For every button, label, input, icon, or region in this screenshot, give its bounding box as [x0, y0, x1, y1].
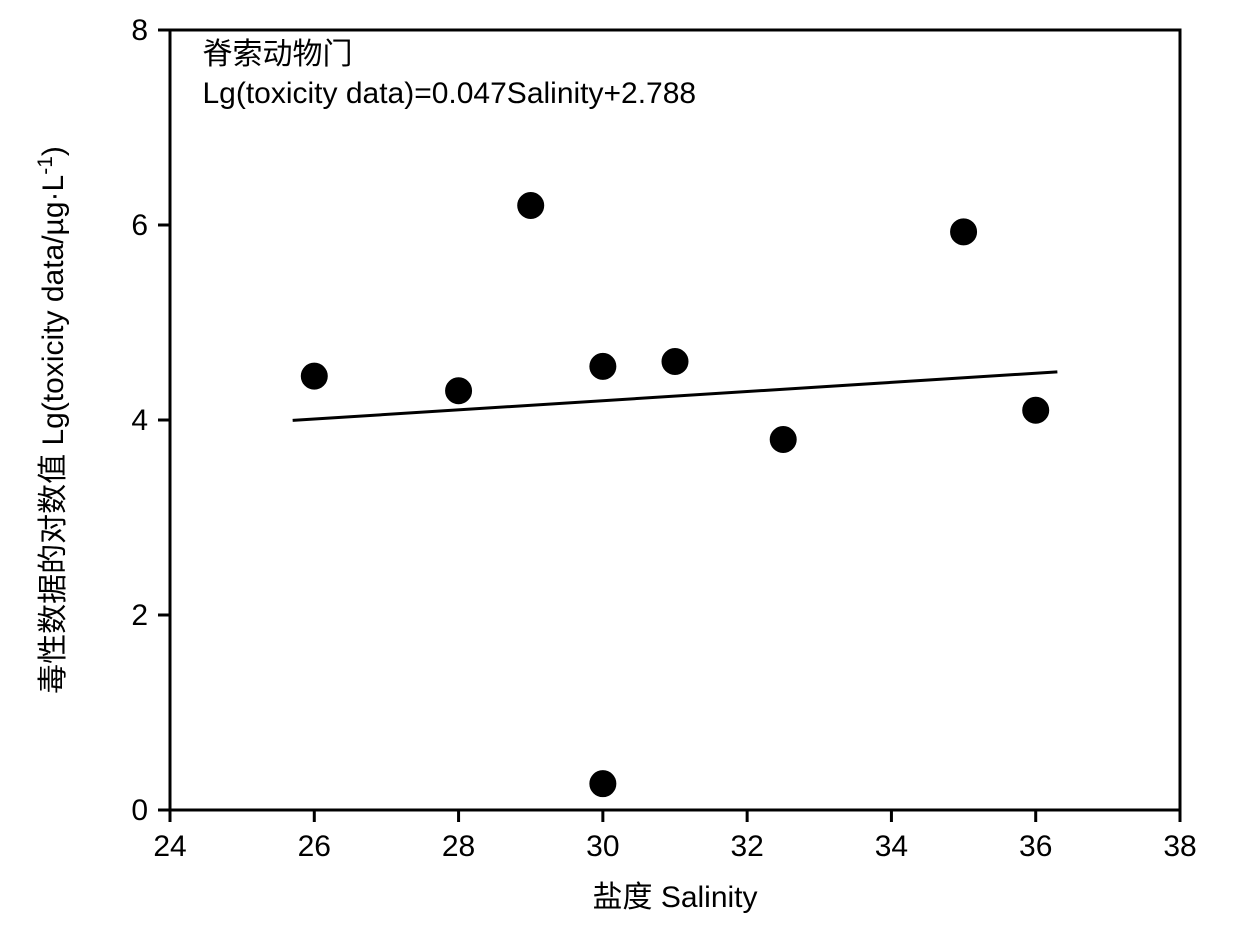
data-point — [590, 353, 616, 379]
data-point — [590, 771, 616, 797]
y-tick-label: 6 — [131, 209, 148, 242]
x-tick-label: 28 — [442, 830, 475, 863]
data-point — [662, 349, 688, 375]
data-point — [518, 193, 544, 219]
chart-container: 242628303234363802468盐度 Salinity毒性数据的对数值… — [0, 0, 1240, 946]
annotation-line-1: 脊索动物门 — [202, 38, 352, 71]
y-tick-label: 8 — [131, 14, 148, 47]
data-point — [446, 378, 472, 404]
x-tick-label: 32 — [730, 830, 763, 863]
scatter-chart: 242628303234363802468盐度 Salinity毒性数据的对数值… — [0, 0, 1240, 946]
annotation-line-2: Lg(toxicity data)=0.047Salinity+2.788 — [202, 77, 696, 110]
data-point — [770, 427, 796, 453]
x-axis-label: 盐度 Salinity — [592, 881, 757, 914]
x-tick-label: 38 — [1163, 830, 1196, 863]
y-tick-label: 2 — [131, 599, 148, 632]
x-tick-label: 24 — [153, 830, 186, 863]
data-point — [301, 363, 327, 389]
x-tick-label: 36 — [1019, 830, 1052, 863]
y-tick-label: 4 — [131, 404, 148, 437]
x-tick-label: 34 — [875, 830, 908, 863]
y-axis-label: 毒性数据的对数值 Lg(toxicity data/µg·L-1) — [34, 146, 71, 694]
data-point — [951, 219, 977, 245]
x-tick-label: 30 — [586, 830, 619, 863]
y-tick-label: 0 — [131, 794, 148, 827]
x-tick-label: 26 — [298, 830, 331, 863]
data-point — [1023, 397, 1049, 423]
